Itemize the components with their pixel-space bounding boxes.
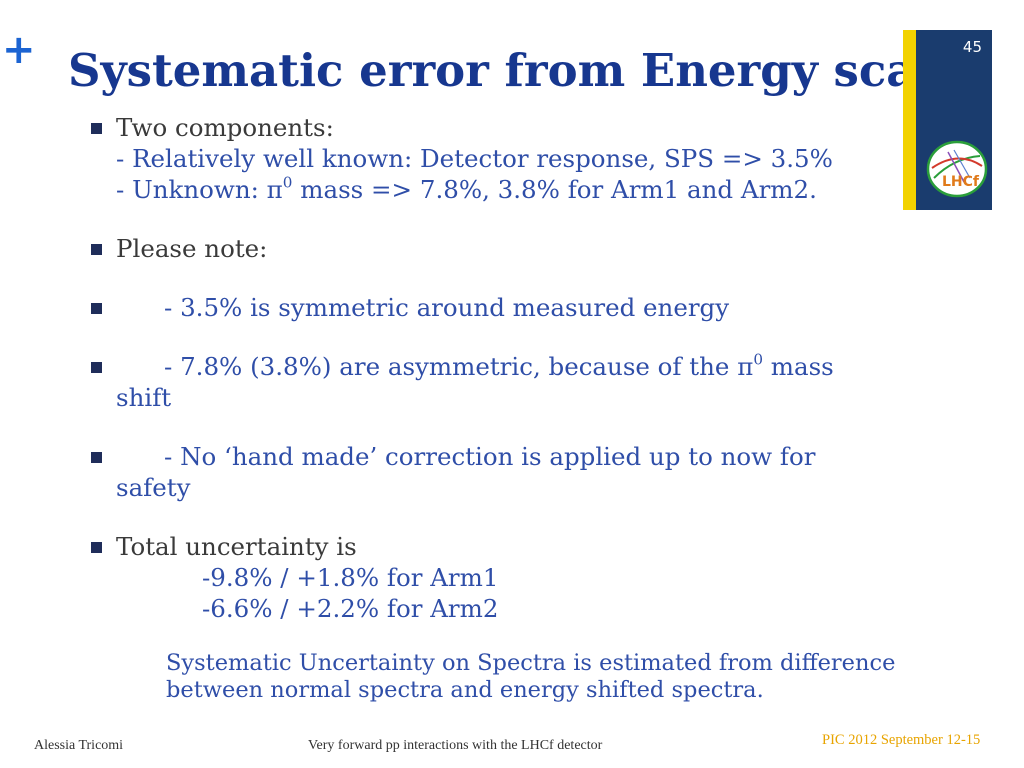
bullet-no-correction: - No ‘hand made’ correction is applied u… xyxy=(88,441,924,503)
spectra-note: Systematic Uncertainty on Spectra is est… xyxy=(88,650,924,704)
bullet-continuation: shift xyxy=(116,383,172,412)
sub-line-detector: - Relatively well known: Detector respon… xyxy=(116,144,833,173)
bullet-square-icon xyxy=(91,244,102,255)
text-fragment: - 7.8% (3.8%) are asymmetric, because of… xyxy=(164,352,738,381)
superscript: 0 xyxy=(282,173,293,192)
spacer xyxy=(88,624,924,650)
pi-symbol: π xyxy=(737,352,754,381)
slide-content: Two components: - Relatively well known:… xyxy=(88,112,924,704)
uncertainty-arm1: -9.8% / +1.8% for Arm1 xyxy=(202,563,499,592)
logo-panel: 45 LHCf xyxy=(916,30,992,210)
footer-author: Alessia Tricomi xyxy=(34,738,124,753)
sub-line-unknown: - Unknown: π0 mass => 7.8%, 3.8% for Arm… xyxy=(116,174,924,205)
page-number: 45 xyxy=(962,38,982,56)
bullet-components: Two components: - Relatively well known:… xyxy=(88,112,924,205)
pi-symbol: π xyxy=(266,175,283,204)
bullet-square-icon xyxy=(91,303,102,314)
uncertainty-arm2: -6.6% / +2.2% for Arm2 xyxy=(202,594,499,623)
bullet-square-icon xyxy=(91,452,102,463)
spacer xyxy=(88,264,924,292)
note-line: Systematic Uncertainty on Spectra is est… xyxy=(166,650,896,676)
bullet-text: - 7.8% (3.8%) are asymmetric, because of… xyxy=(116,351,834,382)
bullet-asymmetric: - 7.8% (3.8%) are asymmetric, because of… xyxy=(88,351,924,413)
bullet-continuation: safety xyxy=(116,473,191,502)
footer-talk-title: Very forward pp interactions with the LH… xyxy=(308,738,603,753)
bullet-heading: Please note: xyxy=(116,234,268,263)
spacer xyxy=(88,413,924,441)
bullet-please-note: Please note: xyxy=(88,233,924,264)
text-fragment: - Unknown: xyxy=(116,175,267,204)
bullet-heading: Total uncertainty is xyxy=(116,532,357,561)
bullet-symmetric: - 3.5% is symmetric around measured ener… xyxy=(88,292,924,323)
bullet-square-icon xyxy=(91,362,102,373)
bullet-square-icon xyxy=(91,542,102,553)
superscript: 0 xyxy=(753,350,763,369)
logo-text: LHCf xyxy=(942,174,980,190)
bullet-square-icon xyxy=(91,123,102,134)
spacer xyxy=(88,205,924,233)
bullet-heading: Two components: xyxy=(116,113,334,142)
spacer xyxy=(88,503,924,531)
bullet-total-uncertainty: Total uncertainty is -9.8% / +1.8% for A… xyxy=(88,531,924,624)
bullet-text: - 3.5% is symmetric around measured ener… xyxy=(164,293,730,322)
title-yellow-bar xyxy=(903,30,916,210)
lhcf-logo: LHCf xyxy=(926,140,988,198)
slide-title: Systematic error from Energy scale xyxy=(68,44,908,97)
footer-conference: PIC 2012 September 12-15 xyxy=(822,732,981,748)
note-line: between normal spectra and energy shifte… xyxy=(166,677,764,703)
text-fragment: mass xyxy=(762,352,834,381)
text-fragment: mass => 7.8%, 3.8% for Arm1 and Arm2. xyxy=(292,175,817,204)
plus-sign: + xyxy=(2,27,36,73)
spacer xyxy=(88,323,924,351)
bullet-text: - No ‘hand made’ correction is applied u… xyxy=(164,442,816,471)
